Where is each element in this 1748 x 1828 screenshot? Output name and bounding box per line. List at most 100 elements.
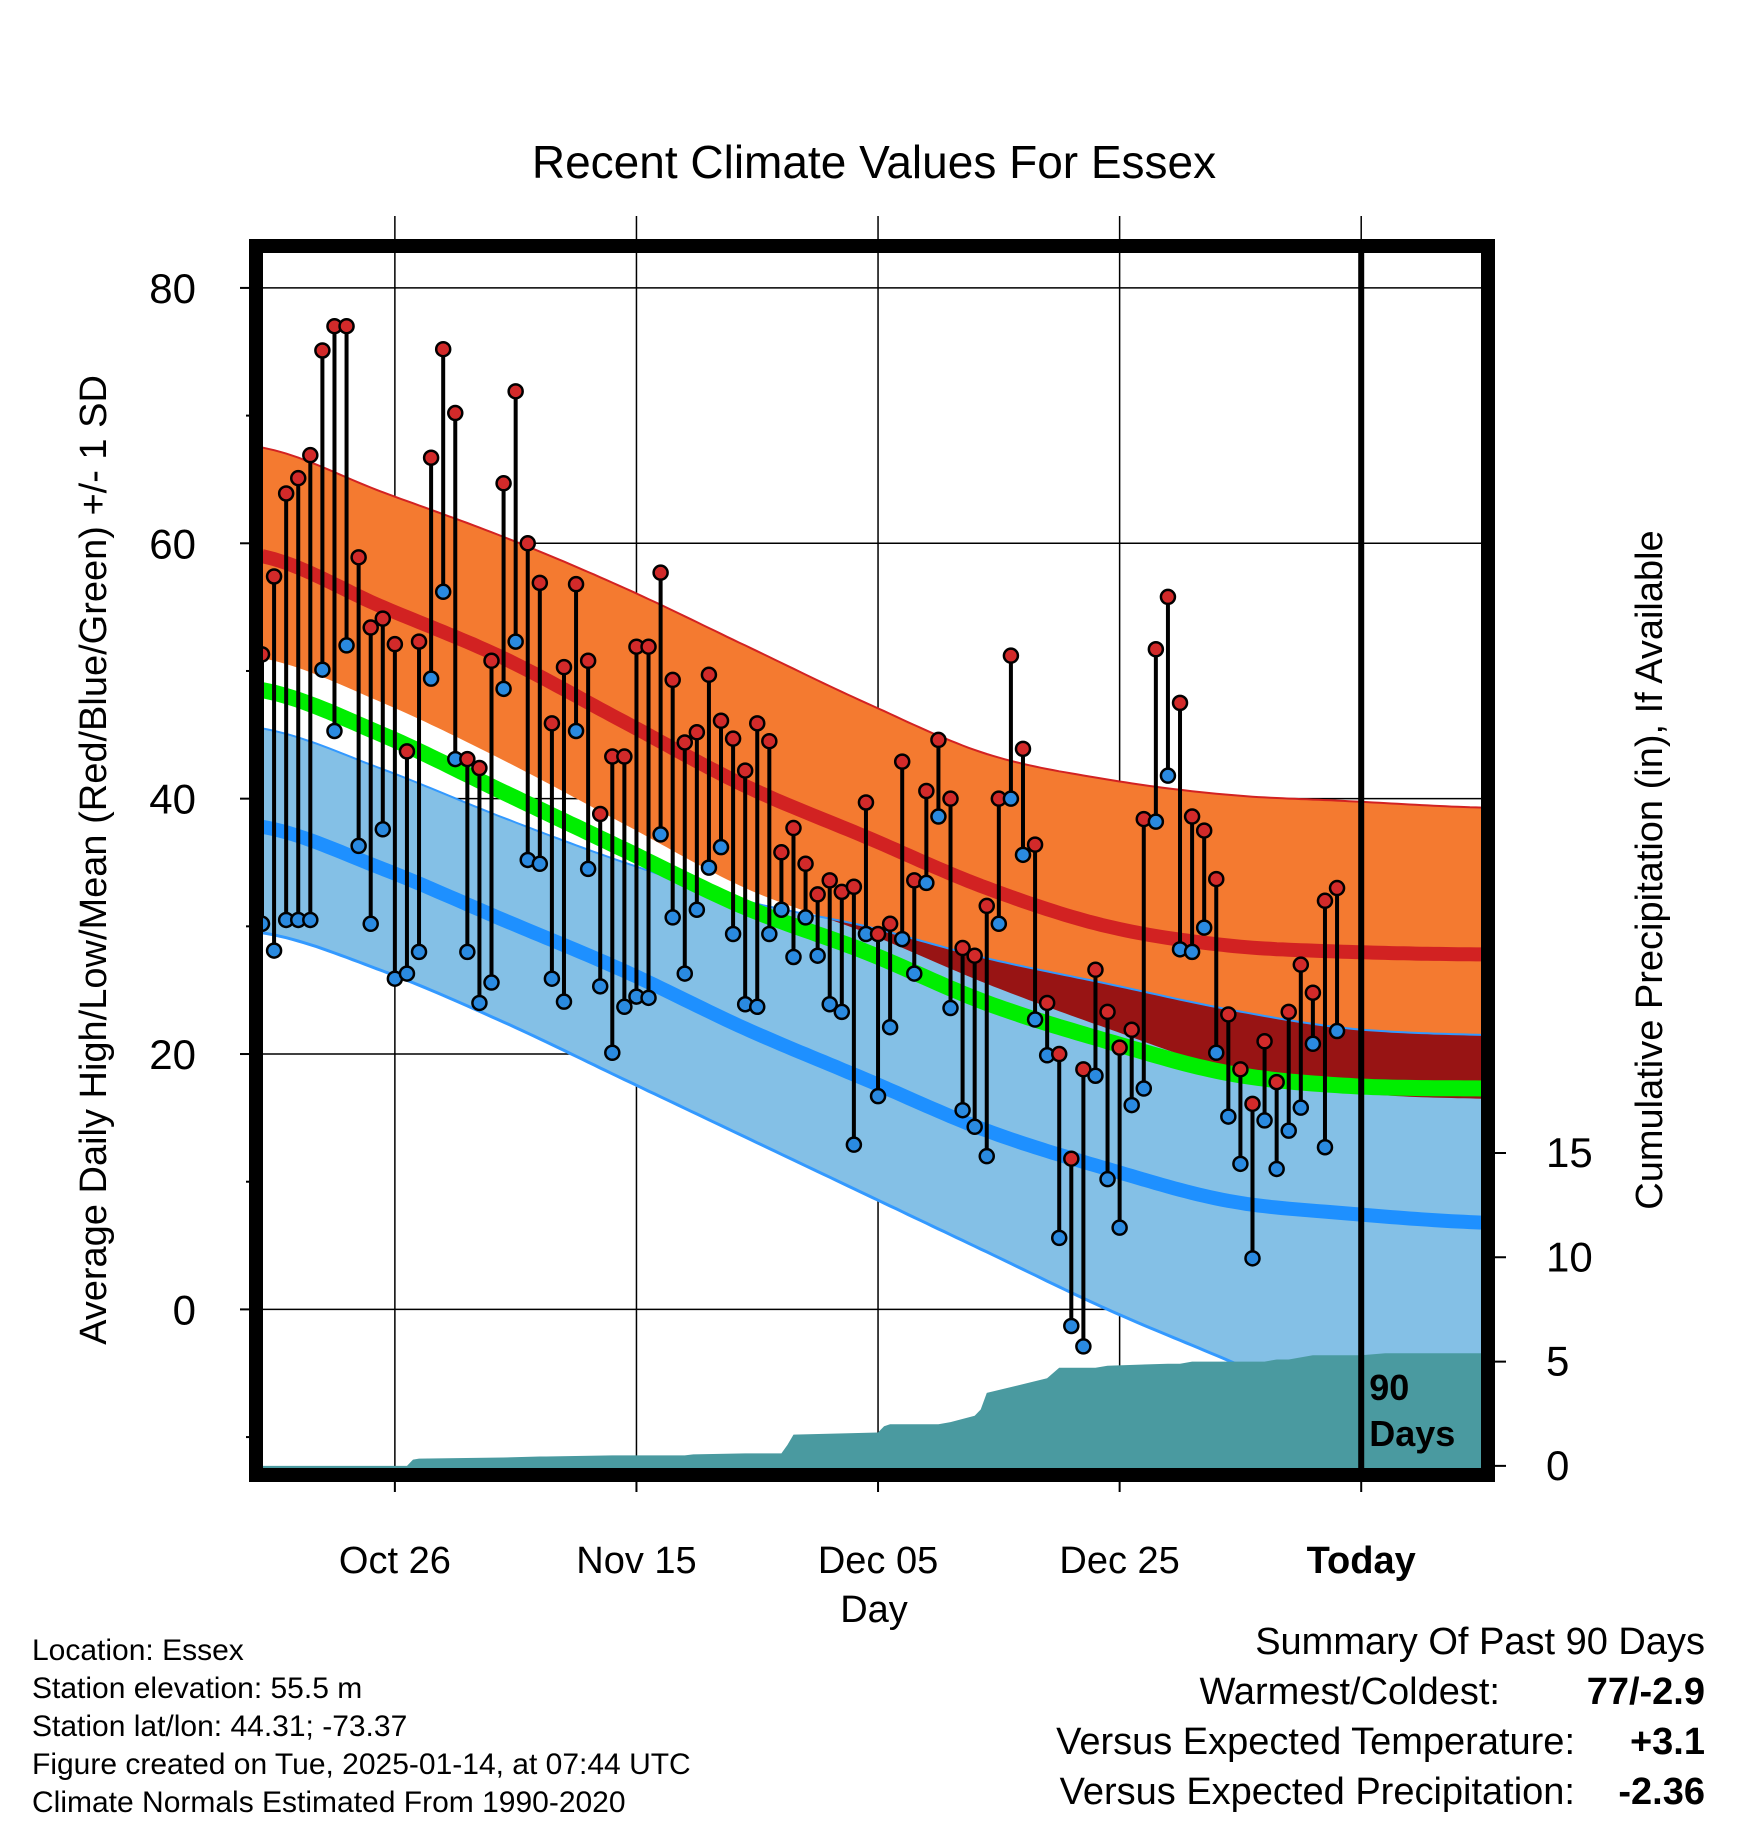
- low-temp-point: [1256, 1112, 1273, 1129]
- low-temp-point: [966, 1118, 983, 1136]
- low-temp-point: [942, 999, 959, 1017]
- low-temp-point: [724, 925, 742, 943]
- high-temp-point: [579, 652, 597, 670]
- high-temp-point: [1014, 740, 1032, 758]
- low-temp-point: [906, 965, 923, 982]
- low-temp-point: [809, 947, 826, 964]
- low-temp-point: [1268, 1160, 1285, 1178]
- high-temp-point: [1111, 1039, 1128, 1056]
- low-temp-point: [1304, 1035, 1322, 1053]
- precipitation-area: [262, 1353, 1482, 1469]
- high-temp-point: [567, 575, 585, 593]
- high-temp-point: [374, 610, 392, 627]
- daily-dots: [253, 317, 1346, 1355]
- low-temp-point: [459, 943, 476, 961]
- high-temp-point: [797, 855, 814, 873]
- high-temp-point: [954, 939, 971, 957]
- low-temp-point: [374, 821, 392, 838]
- today-days-number: 90: [1369, 1367, 1409, 1408]
- warmest-label: Warmest/Coldest:: [1199, 1671, 1500, 1713]
- high-temp-point: [893, 753, 911, 770]
- high-temp-point: [1183, 808, 1201, 825]
- plot-frame: [249, 239, 1495, 1482]
- x-tick-label: Nov 15: [576, 1540, 696, 1582]
- x-tick-label: Dec 05: [818, 1540, 938, 1582]
- cumulative-precip-area: [262, 1353, 1482, 1469]
- x-axis-label: Day: [840, 1589, 908, 1631]
- low-temp-point: [881, 1018, 899, 1036]
- low-temp-point: [1159, 767, 1177, 784]
- y-tick-label: 40: [149, 776, 196, 823]
- high-temp-point: [616, 748, 633, 765]
- high-temp-point: [447, 404, 464, 422]
- daily-stems: [260, 326, 1340, 1347]
- precip-anomaly-value: -2.36: [1618, 1771, 1705, 1813]
- low-temp-point: [495, 680, 512, 698]
- latlon-text: Station lat/lon: 44.31; -73.37: [32, 1710, 407, 1743]
- high-temp-point: [314, 342, 331, 359]
- low-temp-point: [579, 860, 597, 878]
- high-temp-point: [1038, 994, 1056, 1012]
- high-temp-point: [1292, 956, 1310, 973]
- high-temp-point: [302, 446, 319, 464]
- low-temp-point: [326, 722, 343, 740]
- high-temp-point: [1063, 1150, 1080, 1167]
- low-temp-point: [990, 915, 1008, 933]
- high-temp-point: [1171, 694, 1189, 712]
- high-temp-point: [1195, 822, 1213, 839]
- low-temp-point: [616, 998, 633, 1016]
- high-temp-point: [410, 633, 428, 650]
- high-temp-point: [1328, 879, 1346, 897]
- low-temp-point: [471, 994, 488, 1012]
- low-temp-point: [362, 915, 379, 933]
- chart-title: Recent Climate Values For Essex: [532, 136, 1216, 188]
- low-temp-point: [845, 1136, 863, 1153]
- high-temp-point: [1256, 1033, 1273, 1050]
- low-temp-point: [1087, 1067, 1104, 1084]
- high-temp-point: [398, 743, 416, 760]
- high-temp-point: [700, 666, 718, 684]
- created-text: Figure created on Tue, 2025-01-14, at 07…: [32, 1748, 691, 1781]
- low-temp-point: [1111, 1219, 1128, 1236]
- low-temp-point: [1232, 1155, 1249, 1173]
- high-temp-point: [1002, 647, 1020, 664]
- high-temp-point: [652, 564, 669, 581]
- low-temp-point: [1002, 790, 1020, 807]
- low-temp-point: [604, 1044, 621, 1061]
- low-temp-point: [398, 965, 416, 982]
- high-temp-point: [1232, 1061, 1249, 1078]
- high-temp-point: [555, 658, 573, 676]
- today-days-label: Days: [1369, 1413, 1455, 1454]
- x-tick-label: Today: [1307, 1540, 1416, 1582]
- high-temp-point: [640, 638, 657, 655]
- high-temp-point: [748, 715, 766, 732]
- normal-bands: [262, 446, 1482, 1439]
- high-temp-point: [869, 925, 887, 943]
- low-temp-point: [1026, 1011, 1044, 1028]
- low-temp-point: [507, 633, 524, 650]
- low-normal-line: [262, 819, 1482, 1230]
- low-temp-point: [483, 974, 500, 991]
- low-temp-point: [785, 948, 802, 966]
- high-temp-point: [724, 730, 742, 747]
- low-temp-point: [869, 1087, 887, 1105]
- low-temp-point: [1123, 1096, 1140, 1114]
- low-temp-point: [1328, 1022, 1346, 1040]
- y2-tick-label: 10: [1546, 1233, 1593, 1280]
- high-temp-point: [918, 782, 935, 800]
- low-temp-point: [893, 930, 911, 948]
- normals-text: Climate Normals Estimated From 1990-2020: [32, 1786, 626, 1819]
- high-temp-point: [1304, 984, 1322, 1001]
- low-temp-point: [918, 874, 935, 892]
- low-temp-point: [833, 1003, 851, 1021]
- elevation-text: Station elevation: 55.5 m: [32, 1672, 362, 1705]
- x-tick-label: Dec 25: [1059, 1540, 1179, 1582]
- high-temp-point: [362, 619, 379, 636]
- high-temp-point: [495, 475, 512, 492]
- high-temp-point: [459, 750, 476, 768]
- high-temp-point: [434, 340, 452, 358]
- low-temp-point: [567, 722, 585, 740]
- low-temp-point: [1099, 1170, 1116, 1188]
- high-temp-point: [507, 383, 524, 400]
